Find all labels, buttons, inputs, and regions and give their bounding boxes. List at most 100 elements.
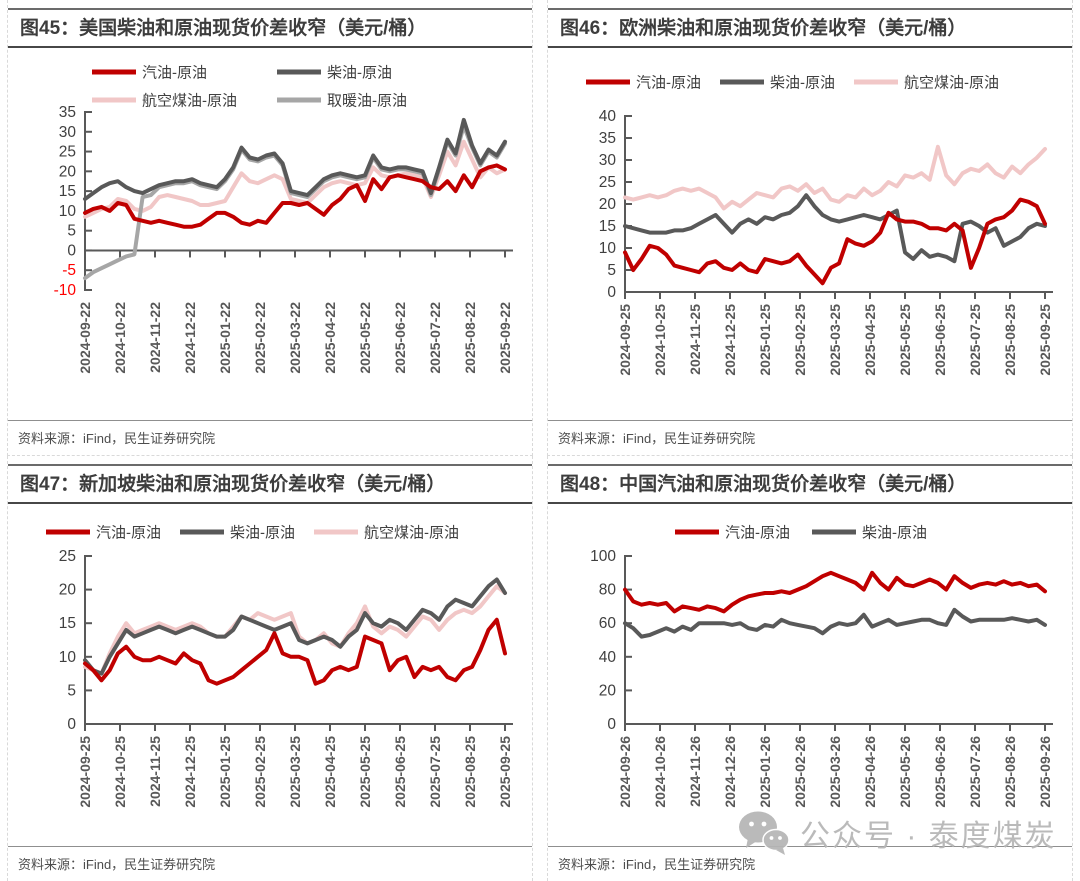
svg-text:2024-09-26: 2024-09-26 [617,736,633,808]
svg-text:2024-12-25: 2024-12-25 [722,304,738,376]
svg-text:2025-07-22: 2025-07-22 [427,302,443,374]
svg-text:-5: -5 [62,262,76,279]
svg-text:汽油-原油: 汽油-原油 [725,525,790,542]
svg-text:10: 10 [599,240,617,257]
svg-text:柴油-原油: 柴油-原油 [230,525,295,542]
svg-text:2024-09-22: 2024-09-22 [77,302,93,374]
svg-text:100: 100 [590,548,616,565]
svg-text:2024-11-26: 2024-11-26 [687,736,703,807]
svg-text:20: 20 [599,196,617,213]
svg-text:15: 15 [599,218,616,235]
svg-text:2025-02-26: 2025-02-26 [792,736,808,808]
chart-area-45: 汽油-原油 柴油-原油 航空煤油-原油 取暖油-原油 35 30 25 20 15 10 5 0 -5 -… [8,48,532,422]
svg-text:2025-01-26: 2025-01-26 [757,736,773,808]
svg-text:2025-04-26: 2025-04-26 [862,736,878,808]
svg-text:2025-01-25: 2025-01-25 [757,304,773,376]
svg-text:2025-09-26: 2025-09-26 [1037,736,1053,808]
svg-text:2025-02-25: 2025-02-25 [792,304,808,376]
svg-text:20: 20 [599,682,617,699]
svg-text:25: 25 [599,174,616,191]
svg-text:35: 35 [599,130,616,147]
svg-text:2025-08-26: 2025-08-26 [1002,736,1018,808]
svg-text:2025-04-25: 2025-04-25 [862,304,878,376]
svg-text:0: 0 [607,284,616,301]
svg-text:2024-12-26: 2024-12-26 [722,736,738,808]
svg-text:10: 10 [59,203,77,220]
svg-text:2025-05-25: 2025-05-25 [897,304,913,376]
svg-text:30: 30 [599,152,617,169]
svg-text:15: 15 [59,183,76,200]
svg-text:5: 5 [607,262,616,279]
svg-text:2025-07-25: 2025-07-25 [427,736,443,808]
svg-text:取暖油-原油: 取暖油-原油 [327,93,407,110]
svg-text:航空煤油-原油: 航空煤油-原油 [904,75,999,92]
panel-fig45: 图45：美国柴油和原油现货价差收窄（美元/桶） 汽油-原油 柴油-原油航空煤油-原… [7,0,533,456]
source-note-45: 资料来源：iFind，民生证券研究院 [8,420,532,455]
svg-text:2025-04-22: 2025-04-22 [322,302,338,374]
svg-text:2025-05-25: 2025-05-25 [357,736,373,808]
svg-text:20: 20 [59,163,77,180]
svg-text:2025-08-22: 2025-08-22 [462,302,478,374]
svg-text:0: 0 [67,716,76,733]
svg-text:5: 5 [67,682,76,699]
source-note-48: 资料来源：iFind，民生证券研究院 [548,846,1072,881]
svg-text:0: 0 [607,716,616,733]
svg-text:30: 30 [59,124,77,141]
panel-fig47: 图47：新加坡柴油和原油现货价差收窄（美元/桶） 汽油-原油 柴油-原油 航空煤油-… [7,456,533,881]
chart-area-47: 汽油-原油 柴油-原油 航空煤油-原油 25 20 15 10 5 0 2024-09-25 202… [8,504,532,851]
svg-text:2025-09-25: 2025-09-25 [497,736,513,808]
svg-text:2025-02-22: 2025-02-22 [252,302,268,374]
svg-text:25: 25 [59,548,76,565]
line-chart-europe-spread: 汽油-原油 柴油-原油 航空煤油-原油 40 35 30 25 20 15 10 5 02024-09… [586,75,1053,376]
svg-text:2024-09-25: 2024-09-25 [617,304,633,376]
svg-text:80: 80 [599,582,617,599]
figure-title-45: 图45：美国柴油和原油现货价差收窄（美元/桶） [8,8,532,48]
svg-text:汽油-原油: 汽油-原油 [142,65,207,82]
chart-area-48: 汽油-原油 柴油-原油 100 80 60 40 20 0 2024-09-26 2024-10-… [548,504,1072,851]
svg-text:柴油-原油: 柴油-原油 [327,65,392,82]
figure-title-46: 图46：欧洲柴油和原油现货价差收窄（美元/桶） [548,8,1072,48]
panel-fig48: 图48：中国汽油和原油现货价差收窄（美元/桶） 汽油-原油 柴油-原油 100 80 6… [547,456,1073,881]
svg-text:航空煤油-原油: 航空煤油-原油 [142,93,237,110]
svg-text:2025-05-26: 2025-05-26 [897,736,913,808]
svg-text:柴油-原油: 柴油-原油 [862,525,927,542]
svg-text:2025-02-25: 2025-02-25 [252,736,268,808]
svg-text:2025-07-26: 2025-07-26 [967,736,983,808]
svg-text:2025-04-25: 2025-04-25 [322,736,338,808]
svg-text:2025-05-22: 2025-05-22 [357,302,373,374]
svg-text:40: 40 [599,108,617,125]
svg-text:2025-06-25: 2025-06-25 [932,304,948,376]
source-note-46: 资料来源：iFind，民生证券研究院 [548,420,1072,455]
panel-fig46: 图46：欧洲柴油和原油现货价差收窄（美元/桶） 汽油-原油 柴油-原油 航空煤油-原… [547,0,1073,456]
svg-text:2025-09-25: 2025-09-25 [1037,304,1053,376]
svg-text:-10: -10 [54,282,77,299]
svg-text:2025-01-25: 2025-01-25 [217,736,233,808]
svg-text:2024-10-25: 2024-10-25 [112,736,128,808]
svg-text:2025-03-25: 2025-03-25 [827,304,843,376]
svg-text:2024-12-22: 2024-12-22 [182,302,198,374]
chart-area-46: 汽油-原油 柴油-原油 航空煤油-原油 40 35 30 25 20 15 10 5 0 2024-09… [548,48,1072,422]
svg-text:2025-06-22: 2025-06-22 [392,302,408,374]
svg-text:10: 10 [59,649,77,666]
svg-text:2025-07-25: 2025-07-25 [967,304,983,376]
svg-text:2024-11-25: 2024-11-25 [687,304,703,375]
svg-text:40: 40 [599,649,617,666]
svg-text:35: 35 [59,104,76,121]
svg-text:2025-03-25: 2025-03-25 [287,736,303,808]
svg-text:2024-10-22: 2024-10-22 [112,302,128,374]
svg-text:2024-12-25: 2024-12-25 [182,736,198,808]
svg-text:2025-08-25: 2025-08-25 [1002,304,1018,376]
svg-text:2025-01-22: 2025-01-22 [217,302,233,374]
svg-text:2025-03-22: 2025-03-22 [287,302,303,374]
svg-text:2024-11-25: 2024-11-25 [147,736,163,807]
svg-text:2024-11-22: 2024-11-22 [147,302,163,373]
svg-text:柴油-原油: 柴油-原油 [770,75,835,92]
source-note-47: 资料来源：iFind，民生证券研究院 [8,846,532,881]
svg-text:2025-09-22: 2025-09-22 [497,302,513,374]
svg-text:2025-06-25: 2025-06-25 [392,736,408,808]
figure-title-48: 图48：中国汽油和原油现货价差收窄（美元/桶） [548,464,1072,504]
